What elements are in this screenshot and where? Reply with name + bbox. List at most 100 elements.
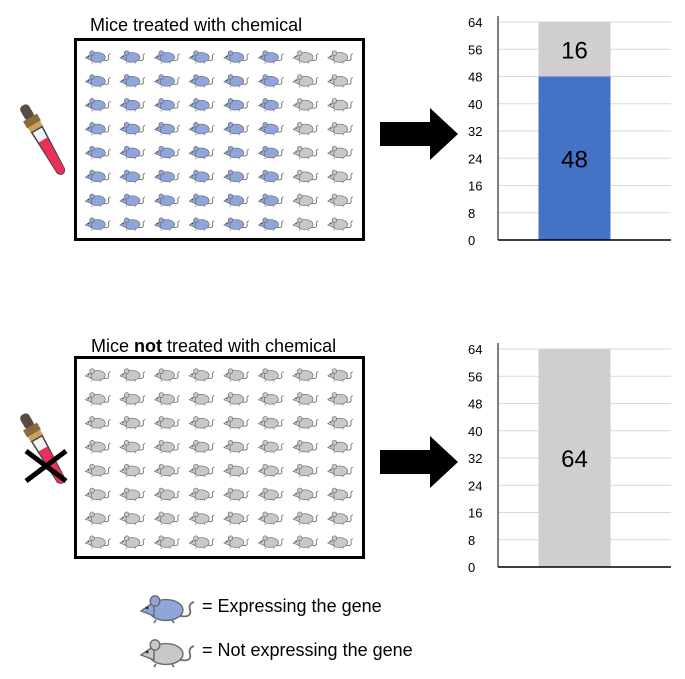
y-tick-label: 56 [468, 42, 482, 57]
mouse-blue-icon [84, 98, 111, 112]
mice-grid-svg [84, 50, 354, 231]
mouse-blue-icon [223, 193, 250, 208]
data-label: 48 [561, 146, 588, 173]
mouse-blue-icon [139, 595, 195, 624]
mouse-gray-icon [327, 98, 354, 112]
y-tick-label: 32 [468, 124, 482, 139]
bar-segment-expressing [538, 76, 611, 240]
mouse-gray-icon [84, 416, 111, 430]
panel-title-untreated-bold: not [134, 336, 162, 356]
bar-chart-untreated: 0 8 16 24 32 40 48 56 64 64 [468, 342, 671, 575]
mouse-gray-icon [292, 392, 319, 406]
mouse-gray-icon [223, 416, 250, 430]
mouse-gray-icon [292, 50, 319, 64]
mouse-blue-icon [153, 145, 180, 160]
mouse-blue-icon [153, 50, 180, 64]
mouse-blue-icon [188, 145, 215, 160]
mouse-gray-icon [327, 487, 354, 502]
mouse-gray-icon [327, 463, 354, 478]
mouse-blue-icon [84, 145, 111, 160]
mouse-blue-icon [257, 145, 284, 160]
mouse-gray-icon [327, 392, 354, 406]
mouse-gray-icon [119, 463, 146, 478]
mouse-gray-icon [257, 535, 284, 549]
mouse-gray-icon [153, 368, 180, 382]
mouse-gray-icon [119, 368, 146, 382]
bar-segment-not_expressing [538, 349, 611, 567]
mouse-blue-icon [223, 50, 250, 64]
mouse-gray-icon [119, 535, 146, 549]
panel-title-untreated-post: treated with chemical [162, 336, 337, 356]
mouse-gray-icon [153, 416, 180, 430]
mouse-gray-icon [327, 74, 354, 88]
legend-not-expressing-label: = Not expressing the gene [202, 639, 413, 660]
mouse-blue-icon [257, 121, 284, 136]
mouse-gray-icon [188, 511, 215, 526]
y-tick-label: 48 [468, 70, 482, 85]
mouse-gray-icon [327, 416, 354, 430]
mouse-gray-icon [84, 368, 111, 382]
mouse-blue-icon [223, 169, 250, 184]
mouse-gray-icon [292, 487, 319, 502]
mouse-gray-icon [84, 511, 111, 526]
mouse-blue-icon [257, 98, 284, 112]
mouse-gray-icon [223, 511, 250, 526]
mouse-gray-icon [84, 392, 111, 406]
mouse-blue-icon [188, 50, 215, 64]
y-tick-label: 0 [468, 560, 475, 575]
mouse-blue-icon [84, 74, 111, 88]
mouse-blue-icon [153, 98, 180, 112]
mouse-blue-icon [188, 169, 215, 184]
mouse-blue-icon [153, 169, 180, 184]
legend-expressing: = Expressing the gene [136, 586, 382, 626]
mouse-gray-icon [223, 463, 250, 478]
data-label: 16 [561, 37, 588, 64]
mouse-gray-icon [327, 121, 354, 136]
y-tick-label: 8 [468, 206, 475, 221]
mouse-gray-icon [188, 439, 215, 454]
mouse-gray-icon [327, 511, 354, 526]
mouse-gray-icon [188, 392, 215, 406]
mouse-gray-icon [292, 416, 319, 430]
y-tick-label: 64 [468, 15, 482, 30]
mouse-gray-icon [119, 439, 146, 454]
mouse-blue-icon [223, 74, 250, 88]
mouse-blue-icon [153, 193, 180, 208]
mouse-gray-icon [188, 487, 215, 502]
mouse-gray-icon [327, 439, 354, 454]
mouse-gray-icon [84, 487, 111, 502]
y-tick-label: 8 [468, 533, 475, 548]
mouse-gray-icon [223, 368, 250, 382]
mouse-gray-icon [84, 463, 111, 478]
mouse-blue-icon [119, 98, 146, 112]
y-tick-label: 64 [468, 342, 482, 357]
mouse-gray-icon [292, 169, 319, 184]
mouse-gray-icon [292, 439, 319, 454]
mouse-gray-icon [223, 487, 250, 502]
legend-expressing-label: = Expressing the gene [202, 595, 382, 616]
mouse-blue-icon [223, 145, 250, 160]
mouse-gray-icon [292, 145, 319, 160]
mouse-gray-icon [119, 416, 146, 430]
mouse-gray-icon [188, 416, 215, 430]
y-tick-label: 16 [468, 179, 482, 194]
y-tick-label: 24 [468, 151, 482, 166]
mouse-blue-icon [119, 74, 146, 88]
mouse-gray-icon [327, 217, 354, 231]
mouse-gray-icon [223, 535, 250, 549]
y-tick-label: 40 [468, 97, 482, 112]
mouse-gray-icon [223, 392, 250, 406]
mouse-blue-icon [257, 169, 284, 184]
mouse-blue-icon [84, 169, 111, 184]
mouse-gray-icon [119, 487, 146, 502]
mouse-gray-icon [119, 392, 146, 406]
mouse-blue-icon [188, 217, 215, 231]
bar-chart-treated: 0 8 16 24 32 40 48 56 64 48 16 [468, 15, 671, 248]
mouse-blue-icon [119, 50, 146, 64]
mouse-gray-icon [327, 50, 354, 64]
mouse-blue-icon [257, 74, 284, 88]
mouse-gray-icon [188, 535, 215, 549]
mouse-blue-icon [188, 98, 215, 112]
mouse-gray-icon [292, 193, 319, 208]
data-label: 64 [561, 446, 588, 473]
